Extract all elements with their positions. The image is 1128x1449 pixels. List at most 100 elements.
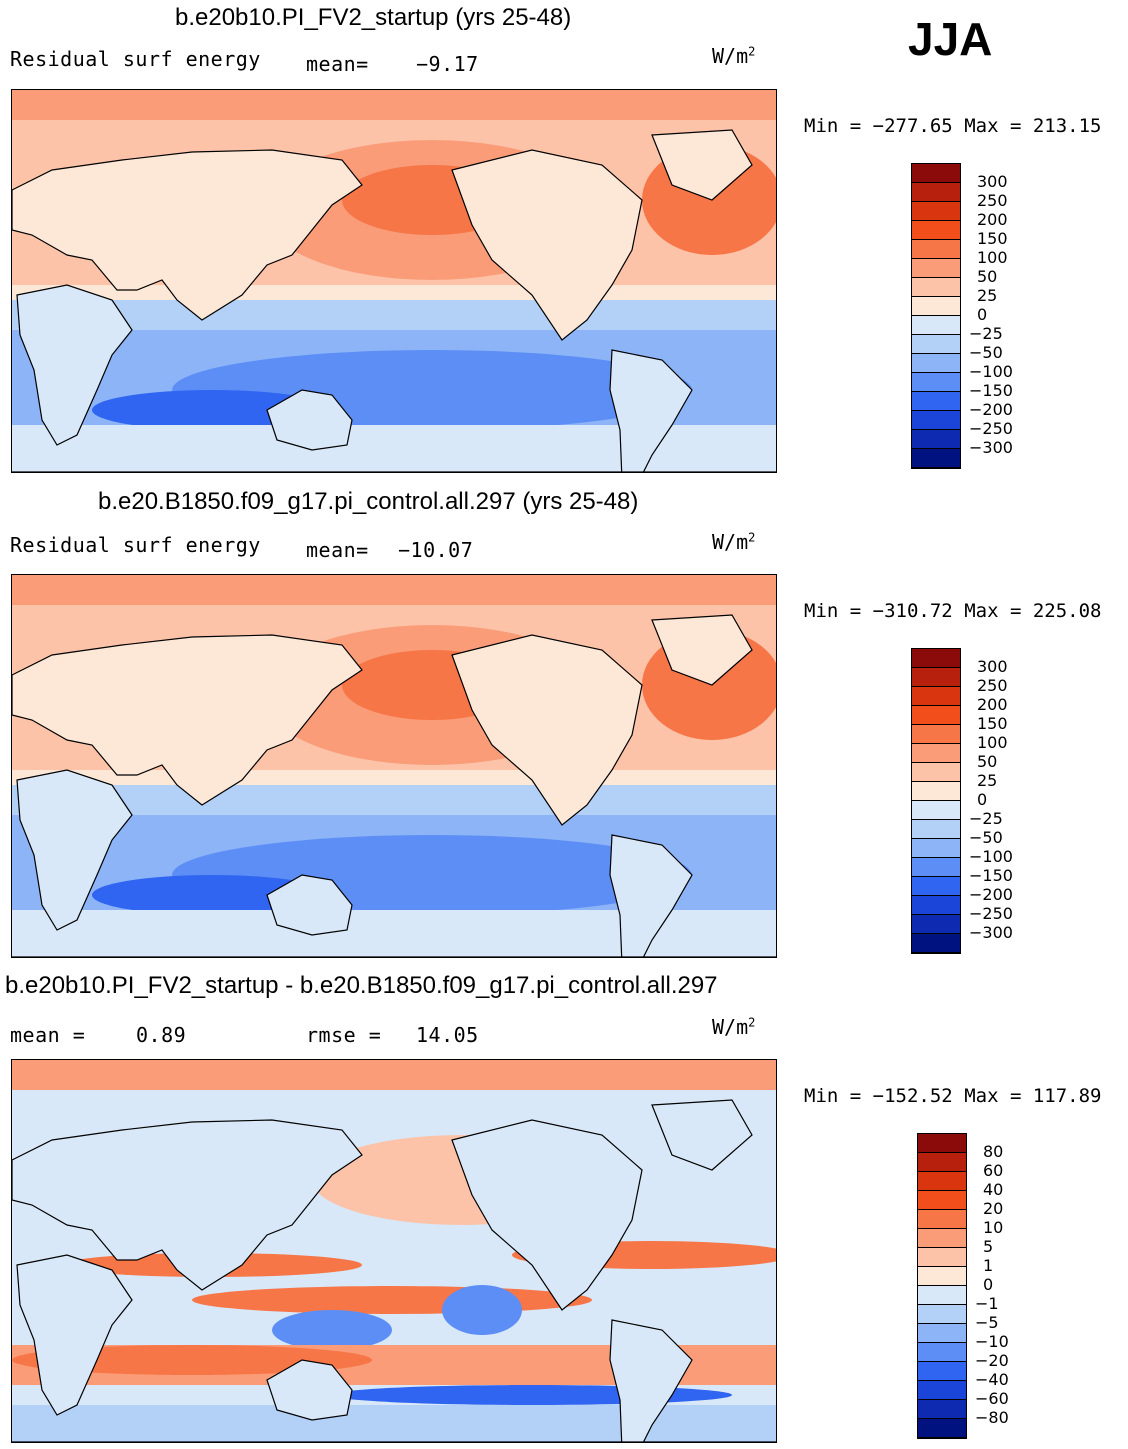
colorbar-swatch	[912, 449, 960, 468]
colorbar-tick-label: −250	[969, 419, 1013, 438]
colorbar-tick-label: 0	[977, 790, 988, 809]
colorbar-swatch	[912, 687, 960, 706]
colorbar-tick-label: −150	[969, 381, 1013, 400]
colorbar-swatch	[912, 668, 960, 687]
colorbar-tick-label: −50	[969, 828, 1003, 847]
arctic-band	[12, 575, 776, 605]
continent-africa	[16, 1254, 133, 1416]
colorbar-swatch	[912, 297, 960, 316]
colorbar-swatch	[912, 706, 960, 725]
colorbar-tick-label: 25	[977, 286, 998, 305]
colorbar-swatches	[911, 163, 961, 469]
colorbar-swatch	[918, 1172, 966, 1191]
colorbar-tick-label: −50	[969, 343, 1003, 362]
continent-greenland	[651, 614, 753, 686]
colorbar-swatch	[912, 259, 960, 278]
continent-australia	[266, 389, 353, 451]
panel-1-mean-value: −9.17	[416, 52, 479, 76]
colorbar-tick-label: 150	[977, 714, 1008, 733]
panel-2-minmax: Min = −310.72 Max = 225.08	[804, 600, 1102, 622]
diff-negative-cell-2	[442, 1285, 522, 1335]
colorbar-swatch	[912, 801, 960, 820]
panel-3-mean-label: mean =	[10, 1023, 86, 1047]
colorbar-tick-label: 5	[983, 1237, 994, 1256]
colorbar-swatch	[918, 1362, 966, 1381]
colorbar-tick-label: 0	[983, 1275, 994, 1294]
colorbar-swatch	[912, 430, 960, 449]
colorbar-swatch	[918, 1248, 966, 1267]
colorbar-tick-label: 0	[977, 305, 988, 324]
colorbar-tick-label: −150	[969, 866, 1013, 885]
colorbar-tick-label: 50	[977, 267, 998, 286]
colorbar-tick-label: −40	[975, 1370, 1009, 1389]
colorbar-tick-label: 100	[977, 733, 1008, 752]
colorbar-tick-label: −200	[969, 885, 1013, 904]
colorbar-tick-label: 25	[977, 771, 998, 790]
colorbar-swatch	[912, 221, 960, 240]
colorbar-tick-label: −100	[969, 362, 1013, 381]
colorbar-tick-label: 250	[977, 676, 1008, 695]
colorbar-swatch	[918, 1381, 966, 1400]
diff-southern-positive-core	[12, 1345, 372, 1375]
colorbar-tick-label: 150	[977, 229, 1008, 248]
panel-3-map-svg	[12, 1060, 776, 1442]
panel-1-title: b.e20b10.PI_FV2_startup (yrs 25-48)	[175, 4, 572, 31]
colorbar-swatch	[912, 316, 960, 335]
colorbar-swatch	[912, 373, 960, 392]
colorbar-tick-label: 10	[983, 1218, 1004, 1237]
colorbar-swatch	[912, 915, 960, 934]
colorbar-tick-label: −5	[975, 1313, 999, 1332]
colorbar-swatch	[918, 1153, 966, 1172]
colorbar-tick-label: 300	[977, 657, 1008, 676]
colorbar-tick-label: 50	[977, 752, 998, 771]
colorbar-swatch	[918, 1134, 966, 1153]
colorbar-swatch	[912, 240, 960, 259]
colorbar-swatch	[912, 649, 960, 668]
panel-3-title: b.e20b10.PI_FV2_startup - b.e20.B1850.f0…	[5, 972, 718, 999]
panel-3-units: W/m2	[712, 1015, 756, 1039]
colorbar-swatch	[912, 839, 960, 858]
colorbar-swatch	[918, 1210, 966, 1229]
panel-1-variable-label: Residual surf energy	[10, 47, 261, 71]
continent-eurasia	[12, 1119, 363, 1291]
panel-1-mean-label: mean=	[306, 52, 369, 76]
colorbar-tick-label: 1	[983, 1256, 994, 1275]
colorbar-swatch	[912, 354, 960, 373]
colorbar-tick-label: −100	[969, 847, 1013, 866]
colorbar-tick-label: 80	[983, 1142, 1004, 1161]
colorbar-swatch	[912, 183, 960, 202]
colorbar-swatch	[912, 934, 960, 953]
continent-south-america	[609, 1319, 693, 1442]
colorbar-tick-label: 100	[977, 248, 1008, 267]
colorbar-swatch	[918, 1324, 966, 1343]
panel-2-map	[11, 574, 777, 958]
colorbar-swatches	[911, 648, 961, 954]
colorbar-tick-label: 200	[977, 210, 1008, 229]
colorbar-swatch	[912, 896, 960, 915]
colorbar-swatch	[912, 278, 960, 297]
panel-2-mean-value: −10.07	[398, 538, 474, 562]
south-tropics-band	[12, 785, 776, 820]
panel-1-units: W/m2	[712, 44, 756, 68]
continent-north-america	[451, 149, 643, 341]
panel-3-minmax: Min = −152.52 Max = 117.89	[804, 1085, 1102, 1107]
colorbar-swatch	[912, 782, 960, 801]
colorbar-tick-label: −10	[975, 1332, 1009, 1351]
colorbar-swatch	[918, 1229, 966, 1248]
panel-3-map	[11, 1059, 777, 1443]
colorbar-tick-label: 300	[977, 172, 1008, 191]
diff-south-pacific-band	[192, 1286, 592, 1314]
colorbar-swatch	[912, 164, 960, 183]
panel-1-map-svg	[12, 90, 776, 472]
colorbar-tick-label: 200	[977, 695, 1008, 714]
arctic-band	[12, 90, 776, 120]
colorbar-swatch	[912, 820, 960, 839]
panel-2-units: W/m2	[712, 530, 756, 554]
panel-3-mean-value: 0.89	[136, 1023, 187, 1047]
colorbar-swatch	[912, 725, 960, 744]
colorbar-swatch	[918, 1419, 966, 1438]
colorbar-tick-label: −25	[969, 324, 1003, 343]
panel-3-rmse-label: rmse =	[306, 1023, 382, 1047]
diff-negative-cell	[272, 1310, 392, 1350]
continent-eurasia	[12, 149, 363, 321]
